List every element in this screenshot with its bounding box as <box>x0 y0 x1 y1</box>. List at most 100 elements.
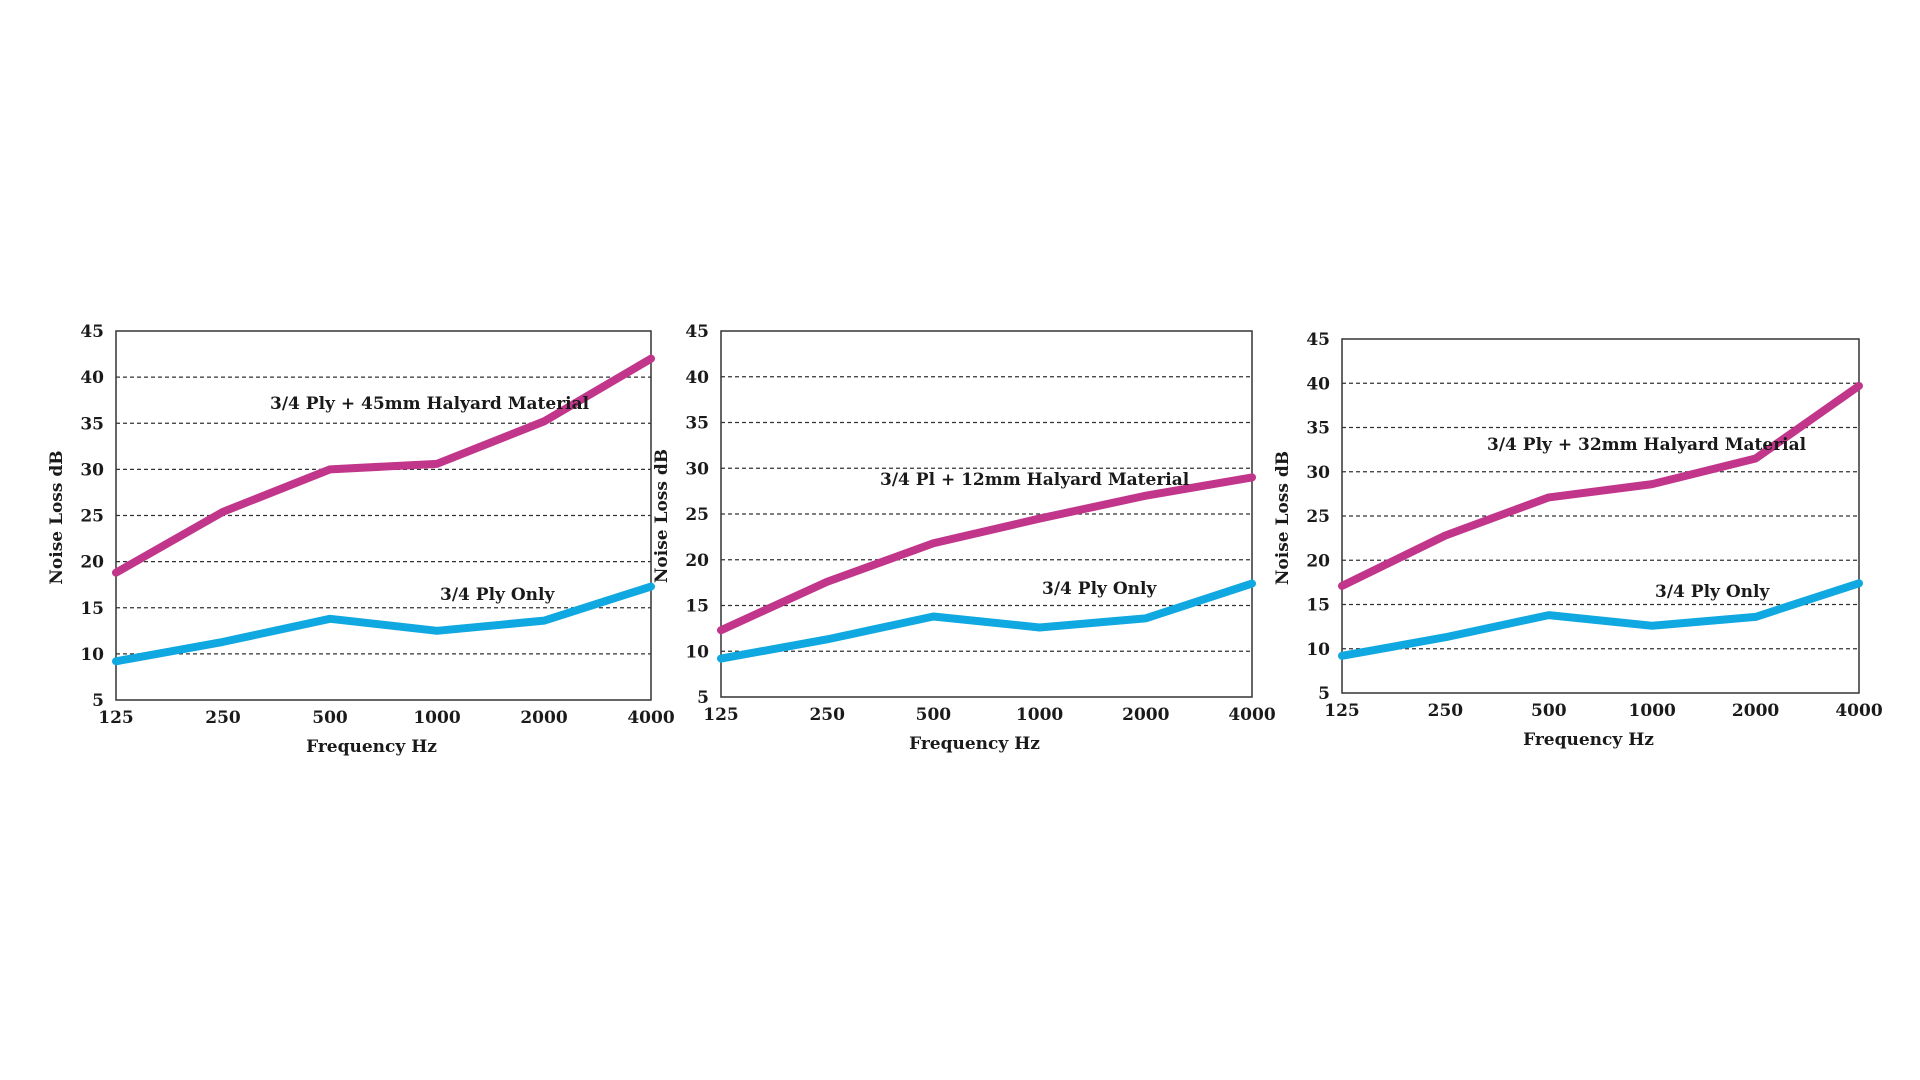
x-tick-label: 1000 <box>1016 705 1063 725</box>
y-tick-label: 5 <box>1318 684 1330 704</box>
y-tick-label: 25 <box>1306 507 1330 527</box>
data-point <box>720 658 722 660</box>
data-point <box>1858 385 1860 387</box>
data-point <box>1039 518 1041 520</box>
data-point <box>1145 495 1147 497</box>
series-label: 3/4 Ply Only <box>1042 579 1157 599</box>
x-tick-label: 500 <box>1531 701 1567 721</box>
y-tick-label: 25 <box>685 505 709 525</box>
series-line-halyard <box>717 473 1256 635</box>
data-point <box>543 620 545 622</box>
x-tick-label: 125 <box>98 708 134 728</box>
data-point <box>1444 534 1446 536</box>
series-line-halyard <box>1338 381 1863 590</box>
y-tick-label: 40 <box>1306 374 1330 394</box>
y-tick-label: 20 <box>685 551 709 571</box>
y-tick-label: 45 <box>1306 330 1330 350</box>
data-point <box>329 468 331 470</box>
x-tick-label: 500 <box>916 705 952 725</box>
data-point <box>1039 626 1041 628</box>
data-point <box>436 630 438 632</box>
data-point <box>1145 617 1147 619</box>
data-point <box>1651 483 1653 485</box>
x-tick-label: 2000 <box>1732 701 1779 721</box>
x-tick-label: 250 <box>1428 701 1464 721</box>
y-axis-title: Noise Loss dB <box>652 449 672 583</box>
y-tick-label: 15 <box>80 599 104 619</box>
chart-2: 5 10 15 20 25 30 35 40 45 125 250 500 1000 2000 4000 Fr… <box>652 322 1276 754</box>
y-tick-label: 45 <box>80 322 104 342</box>
x-tick-label: 250 <box>205 708 241 728</box>
y-tick-label: 10 <box>80 645 104 665</box>
plot-frame <box>1341 338 1860 694</box>
x-tick-label: 125 <box>703 705 739 725</box>
data-point <box>1341 655 1343 657</box>
data-point <box>720 629 722 631</box>
y-tick-label: 40 <box>685 368 709 388</box>
y-tick-label: 20 <box>1306 551 1330 571</box>
data-point <box>1548 496 1550 498</box>
y-tick-label: 40 <box>80 368 104 388</box>
plot-frame <box>115 330 652 701</box>
data-point <box>115 572 117 574</box>
data-point <box>543 420 545 422</box>
chart-1: 5 10 15 20 25 30 35 40 45 125 250 500 1000 2000 4000 Fr… <box>47 322 675 757</box>
y-tick-label: 35 <box>685 414 709 434</box>
data-point <box>1651 625 1653 627</box>
series-line-ply-only <box>112 582 655 666</box>
x-tick-label: 4000 <box>1835 701 1882 721</box>
x-axis-title: Frequency Hz <box>306 737 437 757</box>
x-tick-label: 2000 <box>520 708 567 728</box>
series-label: 3/4 Pl + 12mm Halyard Material <box>880 470 1190 490</box>
data-point <box>1341 585 1343 587</box>
data-point <box>1548 614 1550 616</box>
x-axis-title: Frequency Hz <box>1523 730 1654 750</box>
y-tick-label: 10 <box>685 642 709 662</box>
data-point <box>222 641 224 643</box>
x-tick-label: 2000 <box>1122 705 1169 725</box>
y-tick-label: 30 <box>80 460 104 480</box>
y-tick-label: 35 <box>1306 419 1330 439</box>
y-tick-label: 5 <box>697 688 709 708</box>
data-point <box>826 581 828 583</box>
y-tick-label: 15 <box>685 597 709 617</box>
y-tick-label: 35 <box>80 414 104 434</box>
data-point <box>1858 582 1860 584</box>
x-tick-label: 4000 <box>1228 705 1275 725</box>
data-point <box>329 618 331 620</box>
series-label: 3/4 Ply Only <box>1655 582 1770 602</box>
data-point <box>1755 616 1757 618</box>
x-tick-label: 1000 <box>1629 701 1676 721</box>
data-point <box>1444 636 1446 638</box>
x-tick-label: 4000 <box>627 708 674 728</box>
chart-3: 5 10 15 20 25 30 35 40 45 125 250 500 1000 2000 4000 Fr… <box>1273 330 1883 750</box>
y-tick-label: 10 <box>1306 640 1330 660</box>
data-point <box>222 511 224 513</box>
x-tick-label: 500 <box>312 708 348 728</box>
y-tick-label: 30 <box>1306 463 1330 483</box>
x-tick-label: 1000 <box>413 708 460 728</box>
y-tick-label: 20 <box>80 553 104 573</box>
data-point <box>1251 476 1253 478</box>
y-tick-label: 45 <box>685 322 709 342</box>
data-point <box>436 463 438 465</box>
data-point <box>932 542 934 544</box>
data-point <box>115 660 117 662</box>
plot-frame <box>720 330 1253 698</box>
x-tick-label: 125 <box>1324 701 1360 721</box>
y-tick-label: 5 <box>92 691 104 711</box>
series-label: 3/4 Ply + 45mm Halyard Material <box>270 394 590 414</box>
x-axis-title: Frequency Hz <box>909 734 1040 754</box>
data-point <box>650 586 652 588</box>
data-point <box>932 615 934 617</box>
data-point <box>1755 457 1757 459</box>
data-point <box>826 638 828 640</box>
x-tick-label: 250 <box>809 705 845 725</box>
y-axis-title: Noise Loss dB <box>47 450 67 584</box>
series-label: 3/4 Ply Only <box>440 585 555 605</box>
series-line-ply-only <box>717 579 1256 663</box>
y-tick-label: 25 <box>80 507 104 527</box>
series-line-halyard <box>112 354 655 577</box>
y-tick-label: 15 <box>1306 596 1330 616</box>
